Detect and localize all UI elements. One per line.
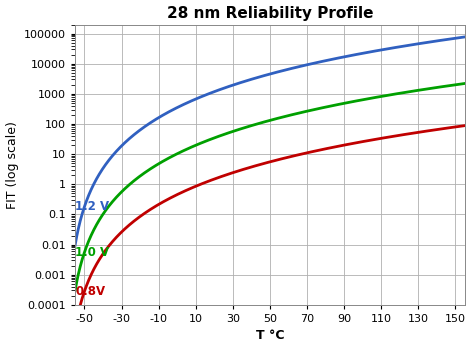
Title: 28 nm Reliability Profile: 28 nm Reliability Profile [167, 6, 373, 21]
X-axis label: T °C: T °C [256, 330, 284, 342]
Y-axis label: FIT (log scale): FIT (log scale) [6, 121, 18, 208]
Text: 1.0 V: 1.0 V [75, 246, 109, 259]
Text: 1.2 V: 1.2 V [75, 200, 109, 213]
Text: 0.8V: 0.8V [75, 285, 105, 298]
